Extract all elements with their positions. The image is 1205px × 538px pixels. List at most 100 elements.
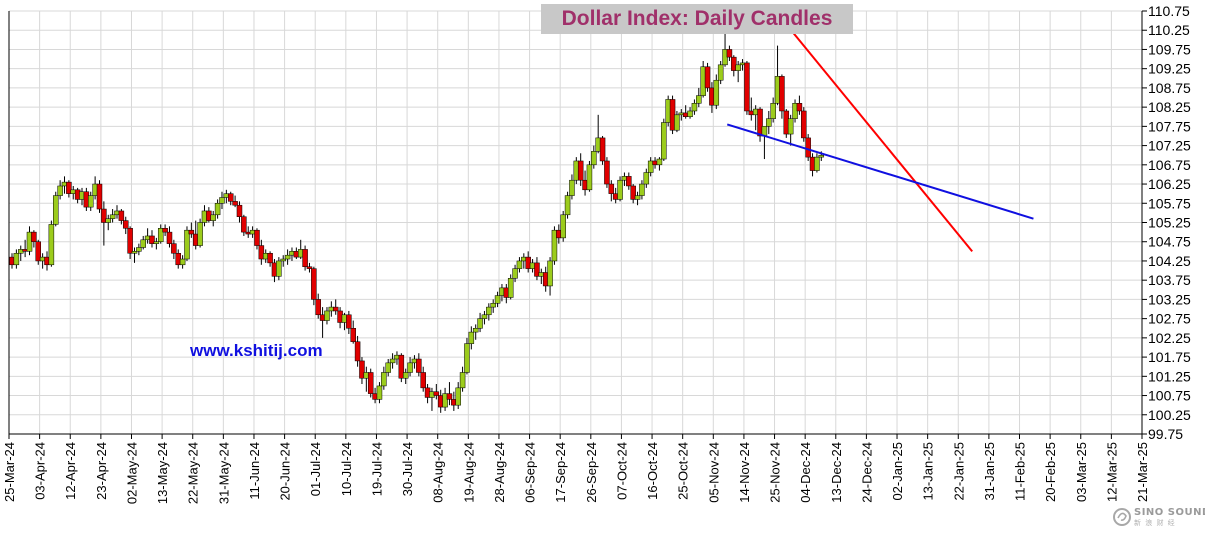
candle-body-down: [420, 372, 426, 389]
y-tick-label: 110.75: [1148, 3, 1190, 19]
y-tick-label: 109.75: [1148, 41, 1191, 57]
candle-body-down: [232, 201, 238, 206]
candle-body-up: [214, 203, 221, 216]
candle-body-down: [608, 183, 615, 194]
candle: [315, 293, 321, 319]
candle: [267, 251, 273, 267]
x-tick-label: 11-Jun-24: [247, 442, 262, 500]
candle: [687, 107, 693, 119]
x-tick-label: 16-Oct-24: [645, 442, 660, 500]
candle-body-up: [455, 387, 461, 406]
candle-body-up: [634, 195, 641, 200]
candle-body-up: [219, 197, 225, 204]
candle-body-up: [210, 214, 216, 221]
candle: [494, 291, 501, 308]
y-tick-label: 108.25: [1148, 99, 1191, 115]
candle-body-down: [101, 208, 107, 223]
candle-body-up: [402, 372, 409, 379]
candle: [66, 180, 72, 198]
candle: [472, 324, 479, 340]
candle: [547, 257, 553, 296]
x-tick-label: 06-Sep-24: [523, 442, 538, 503]
ear-icon: [1113, 508, 1131, 526]
x-tick-label: 25-Oct-24: [676, 442, 691, 500]
chart-title-box: Dollar Index: Daily Candles: [541, 4, 853, 34]
candle: [779, 74, 785, 119]
candle: [787, 114, 794, 146]
candle-body-up: [766, 118, 772, 127]
candle-body-down: [311, 268, 317, 300]
candle: [232, 195, 238, 208]
candle-body-down: [630, 185, 636, 200]
candle-body-up: [57, 185, 63, 196]
x-tick-label: 11-Feb-25: [1013, 442, 1028, 501]
x-tick-label: 24-Dec-24: [859, 442, 874, 503]
candle-body-up: [560, 214, 566, 239]
candle: [770, 97, 776, 123]
candle-body-up: [591, 151, 597, 166]
candle: [350, 320, 356, 344]
candle: [490, 299, 496, 313]
candle: [442, 387, 448, 411]
candle: [801, 107, 807, 142]
candle: [459, 366, 466, 392]
x-tick-label: 03-Apr-24: [33, 442, 48, 500]
candle-body-up: [324, 310, 330, 321]
candle-body-up: [284, 254, 291, 260]
candle-body-down: [416, 358, 422, 373]
candle: [48, 220, 55, 267]
candle: [805, 134, 811, 161]
support-trend-line: [726, 123, 1034, 220]
website-watermark: www.kshitij.com: [190, 341, 323, 360]
candle: [105, 214, 111, 231]
candle-body-up: [184, 229, 190, 260]
candle-body-up: [153, 241, 160, 244]
candle-body-down: [258, 245, 265, 260]
x-tick-label: 22-May-24: [186, 442, 201, 504]
x-tick-label: 02-May-24: [124, 442, 139, 504]
candle: [486, 303, 492, 321]
candle-body-up: [494, 295, 501, 304]
candle-body-up: [787, 118, 794, 135]
candle: [324, 307, 330, 325]
candle: [219, 191, 225, 210]
candle-body-up: [717, 64, 724, 81]
candle-body-down: [779, 76, 785, 112]
candle-body-down: [96, 183, 103, 210]
y-tick-label: 100.25: [1148, 407, 1191, 423]
candle: [713, 74, 720, 110]
candle: [446, 382, 453, 406]
candle: [735, 60, 741, 83]
candle-body-down: [118, 210, 125, 221]
candle: [149, 230, 155, 248]
x-tick-label: 20-Jun-24: [278, 442, 293, 501]
candle-body-up: [179, 258, 186, 266]
candle: [464, 337, 470, 375]
candle: [704, 62, 711, 92]
y-tick-label: 106.75: [1148, 157, 1191, 173]
x-tick-label: 03-Mar-25: [1074, 442, 1089, 502]
candle-body-up: [647, 160, 654, 173]
y-axis: 110.75 110.25 109.75 109.25 108.75 108.25 107.…: [1142, 3, 1191, 442]
candle-body-down: [704, 66, 711, 89]
candle-body-down: [744, 62, 750, 112]
candle: [599, 135, 606, 165]
x-tick-label: 28-Aug-24: [492, 442, 507, 503]
candle-body-down: [354, 341, 361, 362]
candle: [227, 191, 234, 206]
candle: [171, 239, 177, 260]
chart-title: Dollar Index: Daily Candles: [561, 7, 833, 30]
candle: [744, 60, 750, 115]
y-tick-label: 109.25: [1148, 61, 1191, 77]
candle-body-up: [105, 218, 111, 223]
candle-body-up: [486, 306, 492, 316]
candle-body-up: [280, 258, 286, 262]
candle-body-down: [757, 108, 763, 137]
candle: [153, 237, 160, 250]
x-tick-label: 20-Feb-25: [1043, 442, 1058, 502]
candle-body-down: [306, 266, 313, 269]
candle: [398, 353, 405, 383]
candle-body-down: [577, 160, 584, 181]
candle: [661, 118, 667, 161]
candle-body-down: [534, 262, 540, 277]
